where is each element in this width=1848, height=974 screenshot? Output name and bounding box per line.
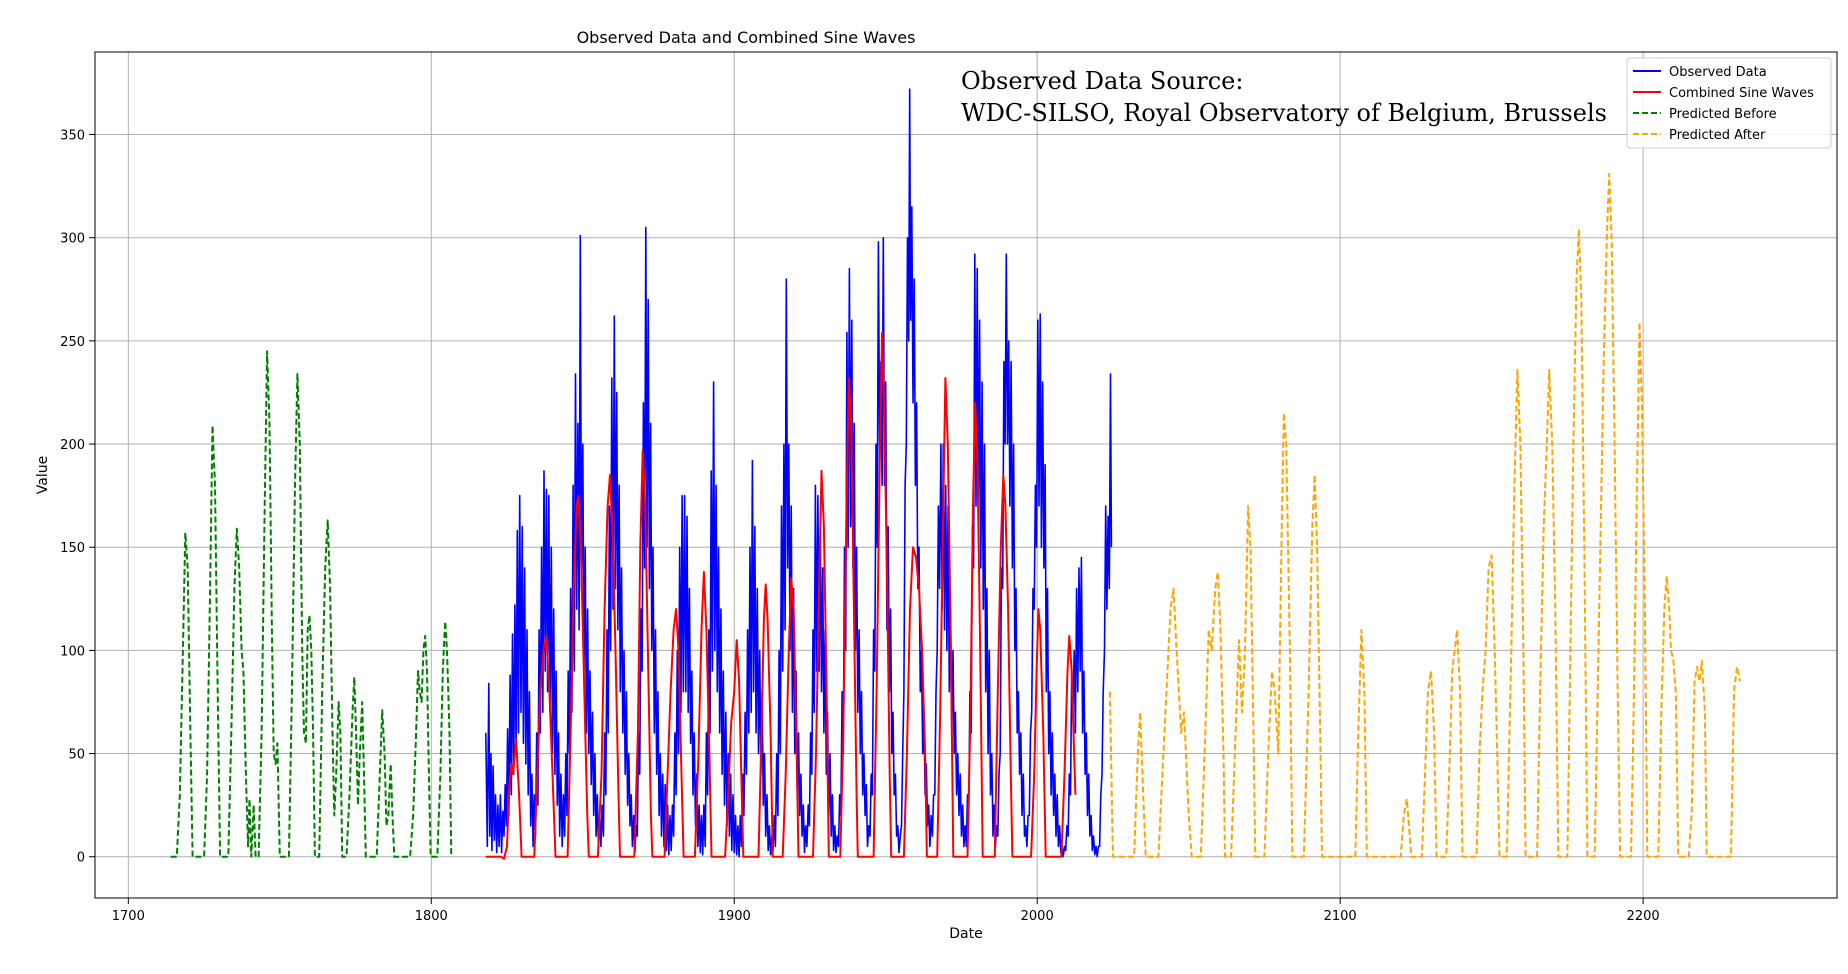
y-tick-label: 250: [60, 335, 85, 350]
x-axis: 1700 1800 1900 2000 2100 2200: [112, 898, 1660, 924]
x-tick-label: 2100: [1324, 909, 1357, 924]
combined-sine-waves-line: [485, 331, 1077, 860]
plot-frame: [94, 51, 1838, 899]
x-tick-label: 1700: [112, 909, 145, 924]
y-axis-label: Value: [35, 456, 51, 494]
x-tick-label: 2200: [1627, 909, 1660, 924]
predicted-before-line: [170, 350, 453, 858]
x-axis-label: Date: [949, 926, 982, 942]
y-tick-label: 0: [77, 851, 85, 866]
legend-item-predicted-after: Predicted After: [1669, 128, 1766, 143]
predicted-after-line: [1108, 172, 1742, 858]
y-tick-label: 100: [60, 644, 85, 659]
chart-title: Observed Data and Combined Sine Waves: [577, 28, 916, 47]
plot-area: [170, 88, 1742, 860]
legend-item-predicted-before: Predicted Before: [1669, 107, 1777, 122]
source-annotation-line1: Observed Data Source:: [961, 67, 1243, 95]
y-tick-label: 50: [68, 748, 85, 763]
source-annotation-line2: WDC-SILSO, Royal Observatory of Belgium,…: [961, 99, 1607, 127]
legend-box: [1626, 57, 1832, 149]
y-axis: 0 50 100 150 200 250 300 350: [60, 129, 95, 866]
y-tick-label: 300: [60, 232, 85, 247]
observed-data-line: [485, 88, 1113, 858]
legend-item-combined-sine-waves: Combined Sine Waves: [1669, 86, 1814, 101]
y-tick-label: 350: [60, 129, 85, 144]
series-layer: [170, 88, 1742, 860]
legend: Observed Data Combined Sine Waves Predicte…: [1626, 57, 1832, 149]
x-tick-label: 2000: [1021, 909, 1054, 924]
x-tick-label: 1900: [718, 909, 751, 924]
grid: [95, 52, 1837, 898]
y-tick-label: 150: [60, 541, 85, 556]
legend-item-observed-data: Observed Data: [1669, 65, 1767, 80]
x-tick-label: 1800: [415, 909, 448, 924]
y-tick-label: 200: [60, 438, 85, 453]
